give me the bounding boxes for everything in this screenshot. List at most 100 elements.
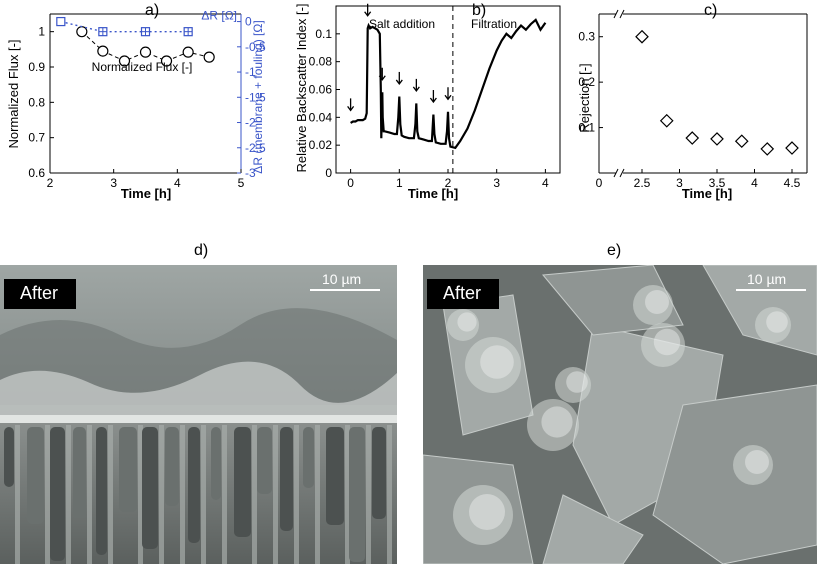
chart-b-y-tick-label: 0.06 bbox=[309, 83, 333, 97]
chart-c-rejection-point bbox=[685, 131, 700, 145]
micrograph-e-deposit bbox=[555, 367, 591, 403]
chart-a-y-tick-label-left: 0.6 bbox=[28, 166, 45, 180]
micrograph-e-deposit bbox=[641, 323, 685, 367]
chart-b-arrow-head bbox=[429, 97, 437, 104]
chart-a-x-label: Time [h] bbox=[121, 186, 171, 201]
micrograph-e-deposit bbox=[755, 307, 791, 343]
chart-b-arrow-head bbox=[444, 94, 452, 101]
micrograph-d-pore bbox=[188, 427, 200, 543]
micrograph-e-deposit bbox=[480, 345, 514, 379]
micrograph-e-image bbox=[423, 265, 817, 564]
chart-a-y-label-right: ΔR (membrane + fouling) [Ω] bbox=[251, 20, 265, 173]
chart-c-y-tick-label: 0.1 bbox=[578, 121, 595, 135]
chart-a-flux-point bbox=[118, 55, 131, 67]
micrograph-e-deposit bbox=[453, 485, 513, 545]
chart-b-arrow bbox=[395, 71, 403, 86]
chart-c-y-label: Rejection [-] bbox=[577, 63, 592, 132]
micrograph-d-wall bbox=[159, 425, 164, 564]
chart-b-arrow bbox=[364, 3, 372, 17]
micrograph-d-wall bbox=[387, 425, 392, 564]
chart-a-y-tick-label-right: -1 bbox=[245, 65, 256, 79]
chart-a-flux-point bbox=[160, 55, 173, 67]
micrograph-d-image bbox=[0, 265, 397, 564]
chart-c-rejection-point bbox=[635, 29, 649, 44]
micrograph-d-wall bbox=[273, 425, 278, 564]
chart-c-x-tick-label: 0 bbox=[596, 176, 603, 190]
chart-a: Normalized Flux [-] ΔR (membrane + fouli… bbox=[6, 9, 266, 201]
chart-b-arrow bbox=[444, 87, 452, 101]
micrograph-e-deposit bbox=[465, 337, 521, 393]
micrograph-d-pore bbox=[119, 427, 137, 512]
chart-b-arrow-head bbox=[412, 86, 420, 92]
chart-b-arrow bbox=[412, 78, 420, 92]
micrograph-e-deposit bbox=[653, 328, 681, 356]
micrograph-d-wall bbox=[222, 425, 227, 564]
chart-b-y-tick-label: 0.1 bbox=[315, 27, 332, 41]
micrograph-d-wall bbox=[201, 425, 206, 564]
chart-c-break-gap-top bbox=[616, 10, 623, 18]
chart-c-break-mark-bottom bbox=[619, 168, 625, 178]
micrograph-e-deposit bbox=[447, 309, 479, 341]
micrograph-d-pores bbox=[4, 425, 392, 564]
chart-b-series-line bbox=[350, 18, 547, 150]
micrograph-d-wall bbox=[87, 425, 92, 564]
chart-c-x-tick-label: 4 bbox=[751, 176, 758, 190]
micrograph-d-pore bbox=[326, 427, 344, 525]
micrograph-e-deposit bbox=[766, 311, 788, 333]
chart-a-y-tick-label-left: 0.9 bbox=[28, 60, 45, 74]
micrograph-d-pore bbox=[372, 427, 386, 519]
chart-b-y-label: Relative Backscatter Index [-] bbox=[294, 3, 309, 172]
micrograph-e-scale-label: 10 µm bbox=[747, 271, 787, 287]
chart-b-x-tick-label: 3 bbox=[493, 176, 500, 190]
micrograph-e-deposit bbox=[745, 450, 769, 474]
chart-a-y-tick-label-right: -1.5 bbox=[245, 90, 266, 104]
chart-a-y-label-left: Normalized Flux [-] bbox=[6, 39, 21, 148]
micrograph-d-pore bbox=[50, 427, 65, 561]
micrograph-d-wall bbox=[366, 425, 371, 564]
chart-a-y-tick-label-right: 0 bbox=[245, 15, 252, 29]
chart-a-x-tick-label: 4 bbox=[174, 176, 181, 190]
chart-a-y-tick-label-left: 0.7 bbox=[28, 131, 45, 145]
panel-a-label: a) bbox=[145, 2, 160, 19]
chart-a-dr-line bbox=[60, 20, 189, 33]
micrograph-e-deposit bbox=[633, 285, 673, 325]
chart-c-rejection-point bbox=[785, 141, 799, 155]
chart-a-x-tick-label: 3 bbox=[110, 176, 117, 190]
chart-c-x-tick-label: 3 bbox=[676, 176, 683, 190]
micrograph-d-pore bbox=[4, 427, 14, 487]
chart-a-y-tick-label-right: -3 bbox=[245, 166, 256, 180]
micrograph-d-pore bbox=[27, 427, 44, 524]
micrograph-d-wall bbox=[138, 425, 143, 564]
micrograph-d-wall bbox=[294, 425, 299, 564]
chart-b-x-tick-label: 4 bbox=[542, 176, 549, 190]
chart-c-break-mark-top bbox=[619, 9, 625, 19]
chart-c-x-tick-label: 3.5 bbox=[709, 176, 726, 190]
chart-b-y-tick-label: 0.02 bbox=[309, 138, 333, 152]
micrograph-d-pore bbox=[165, 427, 179, 506]
micrograph-d-pore bbox=[96, 427, 107, 555]
chart-b-arrow bbox=[378, 67, 386, 81]
micrograph-d-pore bbox=[280, 427, 293, 531]
chart-b-annotation-salt: Salt addition bbox=[369, 17, 435, 31]
micrograph-d-pore bbox=[234, 427, 251, 537]
chart-a-flux-point bbox=[139, 46, 152, 58]
chart-a-flux-point bbox=[97, 45, 109, 57]
chart-a-flux-point bbox=[182, 46, 194, 58]
micrograph-e-deposit bbox=[645, 290, 669, 314]
panel-e-label: e) bbox=[607, 242, 622, 259]
micrograph-e-deposit bbox=[566, 371, 588, 393]
micrograph-e-crystal bbox=[652, 384, 817, 564]
micrograph-d-wall bbox=[180, 425, 185, 564]
micrograph-d: After 10 µm bbox=[0, 265, 397, 564]
micrograph-d-after-tag: After bbox=[4, 279, 77, 309]
micrograph-e-deposit bbox=[527, 399, 579, 451]
chart-c-x-tick-label: 2.5 bbox=[634, 176, 651, 190]
chart-a-dr-series-label: ΔR [Ω] bbox=[201, 9, 237, 23]
micrograph-d-scale-label: 10 µm bbox=[322, 271, 362, 287]
chart-a-y-tick-label-right: -2.5 bbox=[245, 141, 266, 155]
chart-b-arrow-head bbox=[395, 79, 403, 86]
micrograph-d-wall bbox=[108, 425, 113, 564]
chart-a-y-tick-label-left: 0.8 bbox=[28, 95, 45, 109]
micrograph-d-wall bbox=[15, 425, 20, 564]
micrograph-d-pore bbox=[142, 427, 158, 549]
